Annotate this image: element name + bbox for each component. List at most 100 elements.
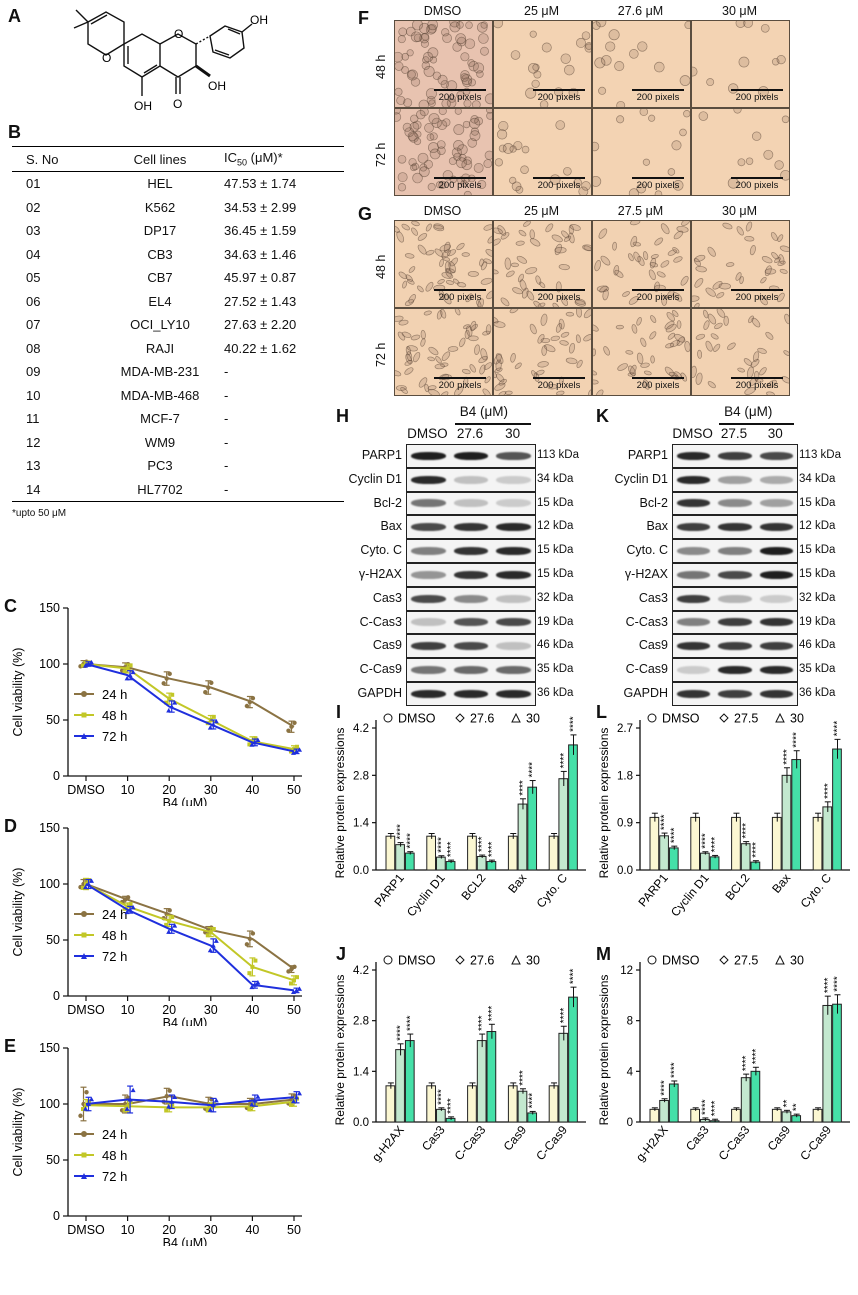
ic50-cell-sno: 11 (26, 411, 40, 427)
cell-shape (463, 99, 472, 107)
ic50-cell-line: CB3 (147, 246, 173, 262)
scale-bar (533, 89, 585, 91)
panel-label-f: F (358, 8, 369, 28)
blot-band (411, 523, 446, 532)
cell-shape (512, 287, 523, 295)
ic50-cell-line: HL7702 (104, 477, 216, 502)
viability-chart-d: 0 50 100 150 DMSO 10 20 30 40 50 B4 (μM) Cell viabi… (11, 821, 302, 1026)
significance-label: **** (559, 1008, 570, 1024)
micrograph-image: 200 pixels (394, 308, 493, 396)
significance-label: **** (405, 833, 416, 849)
scale-bar-label: 200 pixels (636, 380, 680, 391)
cell-shape (483, 224, 492, 231)
significance-label: **** (436, 1089, 447, 1105)
cell-shape (495, 353, 504, 364)
cell-shape (502, 143, 514, 154)
y-tick-label: 0.0 (617, 865, 633, 877)
blot-band (453, 523, 489, 532)
cell-shape (427, 142, 439, 154)
data-point (244, 942, 250, 947)
cell-shape (437, 119, 448, 130)
cell-shape (500, 297, 510, 307)
ic50-cell-value: - (224, 387, 229, 403)
cell-shape (473, 62, 485, 74)
significance-label: **** (669, 1062, 680, 1078)
cell-shape (723, 315, 729, 326)
legend-marker (81, 1152, 87, 1158)
blot-band (496, 451, 531, 460)
scale-bar-label: 200 pixels (537, 380, 581, 391)
blot-strip (672, 491, 798, 516)
blot-band (411, 594, 446, 603)
ic50-row: 07 OCI_LY10 27.63 ± 2.20 (12, 313, 344, 337)
data-point (167, 696, 172, 701)
ic50-cell-value: 40.22 ± 1.62 (224, 340, 297, 356)
cell-shape (642, 251, 649, 261)
data-point (255, 737, 261, 743)
cell-shape (417, 285, 424, 293)
micrograph-row-label: 48 h (374, 254, 388, 279)
blot-protein-label: Cyclin D1 (348, 471, 403, 486)
bar-27.6 (558, 1032, 569, 1123)
cell-shape (429, 56, 438, 64)
cell-shape (494, 353, 502, 365)
legend-label: 24 h (102, 907, 127, 922)
ic50-cell-line: EL4 (148, 293, 172, 309)
data-point (84, 1090, 89, 1095)
blot-band (759, 451, 793, 460)
ic50-cell-sno: 04 (26, 246, 41, 262)
blot-lane-label: DMSO (407, 426, 448, 441)
legend-label: 30 (790, 712, 804, 726)
cell-shape (461, 252, 470, 257)
cell-shape (666, 311, 675, 322)
y-axis-label: Relative protein expressions (597, 728, 611, 879)
blot-protein-label: Cyto. C (626, 543, 668, 558)
cell-shape (693, 258, 702, 267)
cell-shape (500, 232, 510, 240)
micrograph-texture (395, 21, 492, 107)
data-point (249, 742, 255, 747)
data-point (130, 904, 136, 910)
cell-shape (423, 310, 432, 316)
ic50-row: 04 CB3 34.63 ± 1.46 (12, 243, 344, 267)
ic50-row: 14 HL7702- (12, 477, 344, 502)
blot-band (677, 475, 711, 484)
blot-band (718, 499, 752, 508)
y-axis-label: Cell viability (%) (11, 868, 25, 957)
data-point (167, 918, 172, 923)
blot-kda-label: 15 kDa (799, 496, 836, 509)
cell-shape (468, 78, 476, 87)
blot-kda-label: 36 kDa (537, 687, 574, 699)
micrograph-texture (593, 109, 690, 195)
cell-shape (417, 244, 427, 255)
data-point (128, 663, 133, 668)
significance-label: **** (832, 721, 843, 737)
ic50-cell-value: - (224, 458, 229, 474)
blot-kda-label: 12 kDa (799, 520, 836, 533)
legend-label: DMSO (398, 712, 436, 726)
cell-shape (596, 285, 610, 293)
ic50-table: S. No Cell lines IC50 (μM)* 01 HEL 47.53 ±… (12, 146, 344, 502)
data-point (164, 1108, 169, 1113)
cell-shape (683, 110, 690, 118)
bar-30 (750, 1070, 761, 1123)
cell-shape (433, 223, 444, 230)
significance-label: **** (700, 833, 711, 849)
data-point (122, 897, 128, 902)
cell-shape (784, 313, 789, 325)
blot-band (453, 594, 489, 603)
blot-protein-label: Bcl-2 (373, 495, 402, 510)
significance-label: **** (487, 841, 498, 857)
cell-shape (446, 98, 457, 107)
blot-kda-label: 15 kDa (537, 544, 574, 557)
cell-shape (695, 265, 707, 273)
cell-shape (476, 300, 482, 307)
cell-shape (705, 287, 716, 297)
series-line-72-h (85, 663, 295, 753)
bar-DMSO (649, 1108, 660, 1123)
blot-band (677, 594, 711, 603)
cell-shape (413, 351, 421, 363)
y-tick-label: 0 (627, 1117, 633, 1129)
cell-shape (541, 345, 548, 356)
